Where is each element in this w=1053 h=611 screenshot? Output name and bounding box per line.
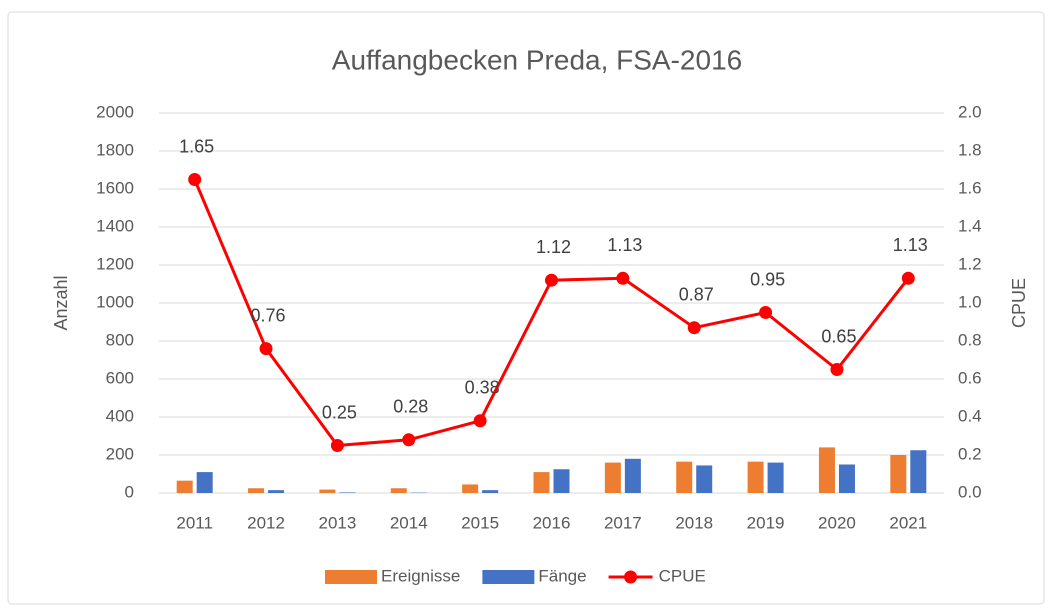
- bar: [462, 484, 479, 493]
- y-tick-label: 0: [125, 482, 134, 501]
- data-label: 1.12: [536, 237, 571, 257]
- x-tick-label: 2021: [889, 513, 927, 532]
- y-tick-label: 2000: [96, 102, 134, 121]
- y-tick-label: 1000: [96, 292, 134, 311]
- bar: [196, 472, 213, 493]
- bar: [339, 492, 356, 493]
- x-tick-label: 2018: [675, 513, 713, 532]
- legend-label: CPUE: [659, 566, 706, 585]
- data-label: 0.65: [821, 326, 856, 346]
- x-tick-label: 2020: [818, 513, 856, 532]
- x-tick-label: 2012: [247, 513, 285, 532]
- legend-label: Ereignisse: [381, 566, 460, 585]
- legend-swatch: [325, 570, 377, 584]
- bar: [747, 461, 764, 493]
- y2-tick-label: 1.6: [958, 178, 982, 197]
- bar: [767, 462, 784, 493]
- marker: [687, 321, 701, 335]
- bar: [604, 462, 621, 493]
- y2-tick-label: 0.0: [958, 482, 982, 501]
- legend-item: Fänge: [482, 566, 587, 585]
- data-label: 0.28: [393, 397, 428, 417]
- data-label: 1.13: [893, 235, 928, 255]
- x-tick-label: 2013: [318, 513, 356, 532]
- y2-tick-label: 1.0: [958, 292, 982, 311]
- marker: [830, 363, 844, 376]
- y-tick-label: 200: [106, 444, 134, 463]
- data-label: 1.13: [607, 235, 642, 255]
- legend-swatch-marker: [624, 570, 638, 584]
- bar: [890, 455, 907, 493]
- data-label: 1.65: [179, 136, 214, 156]
- x-tick-label: 2011: [176, 513, 213, 532]
- bar: [910, 450, 927, 493]
- data-label: 0.38: [465, 378, 500, 398]
- y2-tick-label: 2.0: [958, 102, 982, 121]
- y-tick-label: 600: [106, 368, 134, 387]
- bar: [268, 490, 285, 493]
- y-tick-label: 1400: [96, 216, 134, 235]
- y-axis-title: Anzahl: [51, 275, 71, 330]
- y2-tick-label: 1.4: [958, 216, 982, 235]
- y2-axis-title: CPUE: [1009, 278, 1029, 328]
- marker: [188, 173, 202, 186]
- y-tick-label: 1200: [96, 254, 134, 273]
- legend-item: Ereignisse: [325, 566, 460, 585]
- x-tick-label: 2016: [533, 513, 571, 532]
- data-label: 0.87: [679, 284, 714, 304]
- marker: [616, 271, 630, 285]
- marker: [259, 342, 273, 356]
- marker: [330, 439, 344, 452]
- bar: [390, 488, 407, 493]
- chart-title: Auffangbecken Preda, FSA-2016: [332, 44, 742, 75]
- legend-label: Fänge: [538, 566, 586, 585]
- x-tick-label: 2014: [390, 513, 428, 532]
- y-tick-label: 800: [106, 330, 134, 349]
- bar: [553, 469, 570, 493]
- y-tick-label: 1600: [96, 178, 134, 197]
- legend-swatch: [482, 570, 535, 584]
- y-tick-label: 400: [106, 406, 134, 425]
- y-tick-label: 1800: [96, 140, 134, 159]
- x-tick-label: 2015: [461, 513, 499, 532]
- legend-item: CPUE: [608, 566, 706, 585]
- y2-tick-label: 1.2: [958, 254, 982, 273]
- y2-tick-label: 0.4: [958, 406, 982, 425]
- y2-tick-label: 0.8: [958, 330, 982, 349]
- bar: [482, 490, 499, 493]
- data-label: 0.76: [251, 305, 286, 325]
- x-tick-label: 2019: [747, 513, 785, 532]
- bar: [676, 461, 693, 493]
- bar: [624, 458, 641, 493]
- data-label: 0.25: [322, 402, 357, 422]
- y2-tick-label: 0.6: [958, 368, 982, 387]
- marker: [473, 414, 487, 428]
- chart-border: [7, 11, 1045, 605]
- bar: [818, 447, 835, 493]
- bar: [248, 488, 265, 493]
- data-label: 0.95: [750, 269, 785, 289]
- bar: [838, 464, 855, 493]
- bar: [696, 465, 713, 493]
- y2-tick-label: 0.2: [958, 444, 982, 463]
- marker: [545, 273, 558, 287]
- y2-tick-label: 1.8: [958, 140, 982, 159]
- bar: [176, 480, 193, 493]
- x-tick-label: 2017: [604, 513, 642, 532]
- bar: [533, 472, 550, 493]
- marker: [402, 433, 416, 447]
- bar: [319, 489, 336, 493]
- marker: [901, 271, 915, 285]
- marker: [759, 306, 773, 319]
